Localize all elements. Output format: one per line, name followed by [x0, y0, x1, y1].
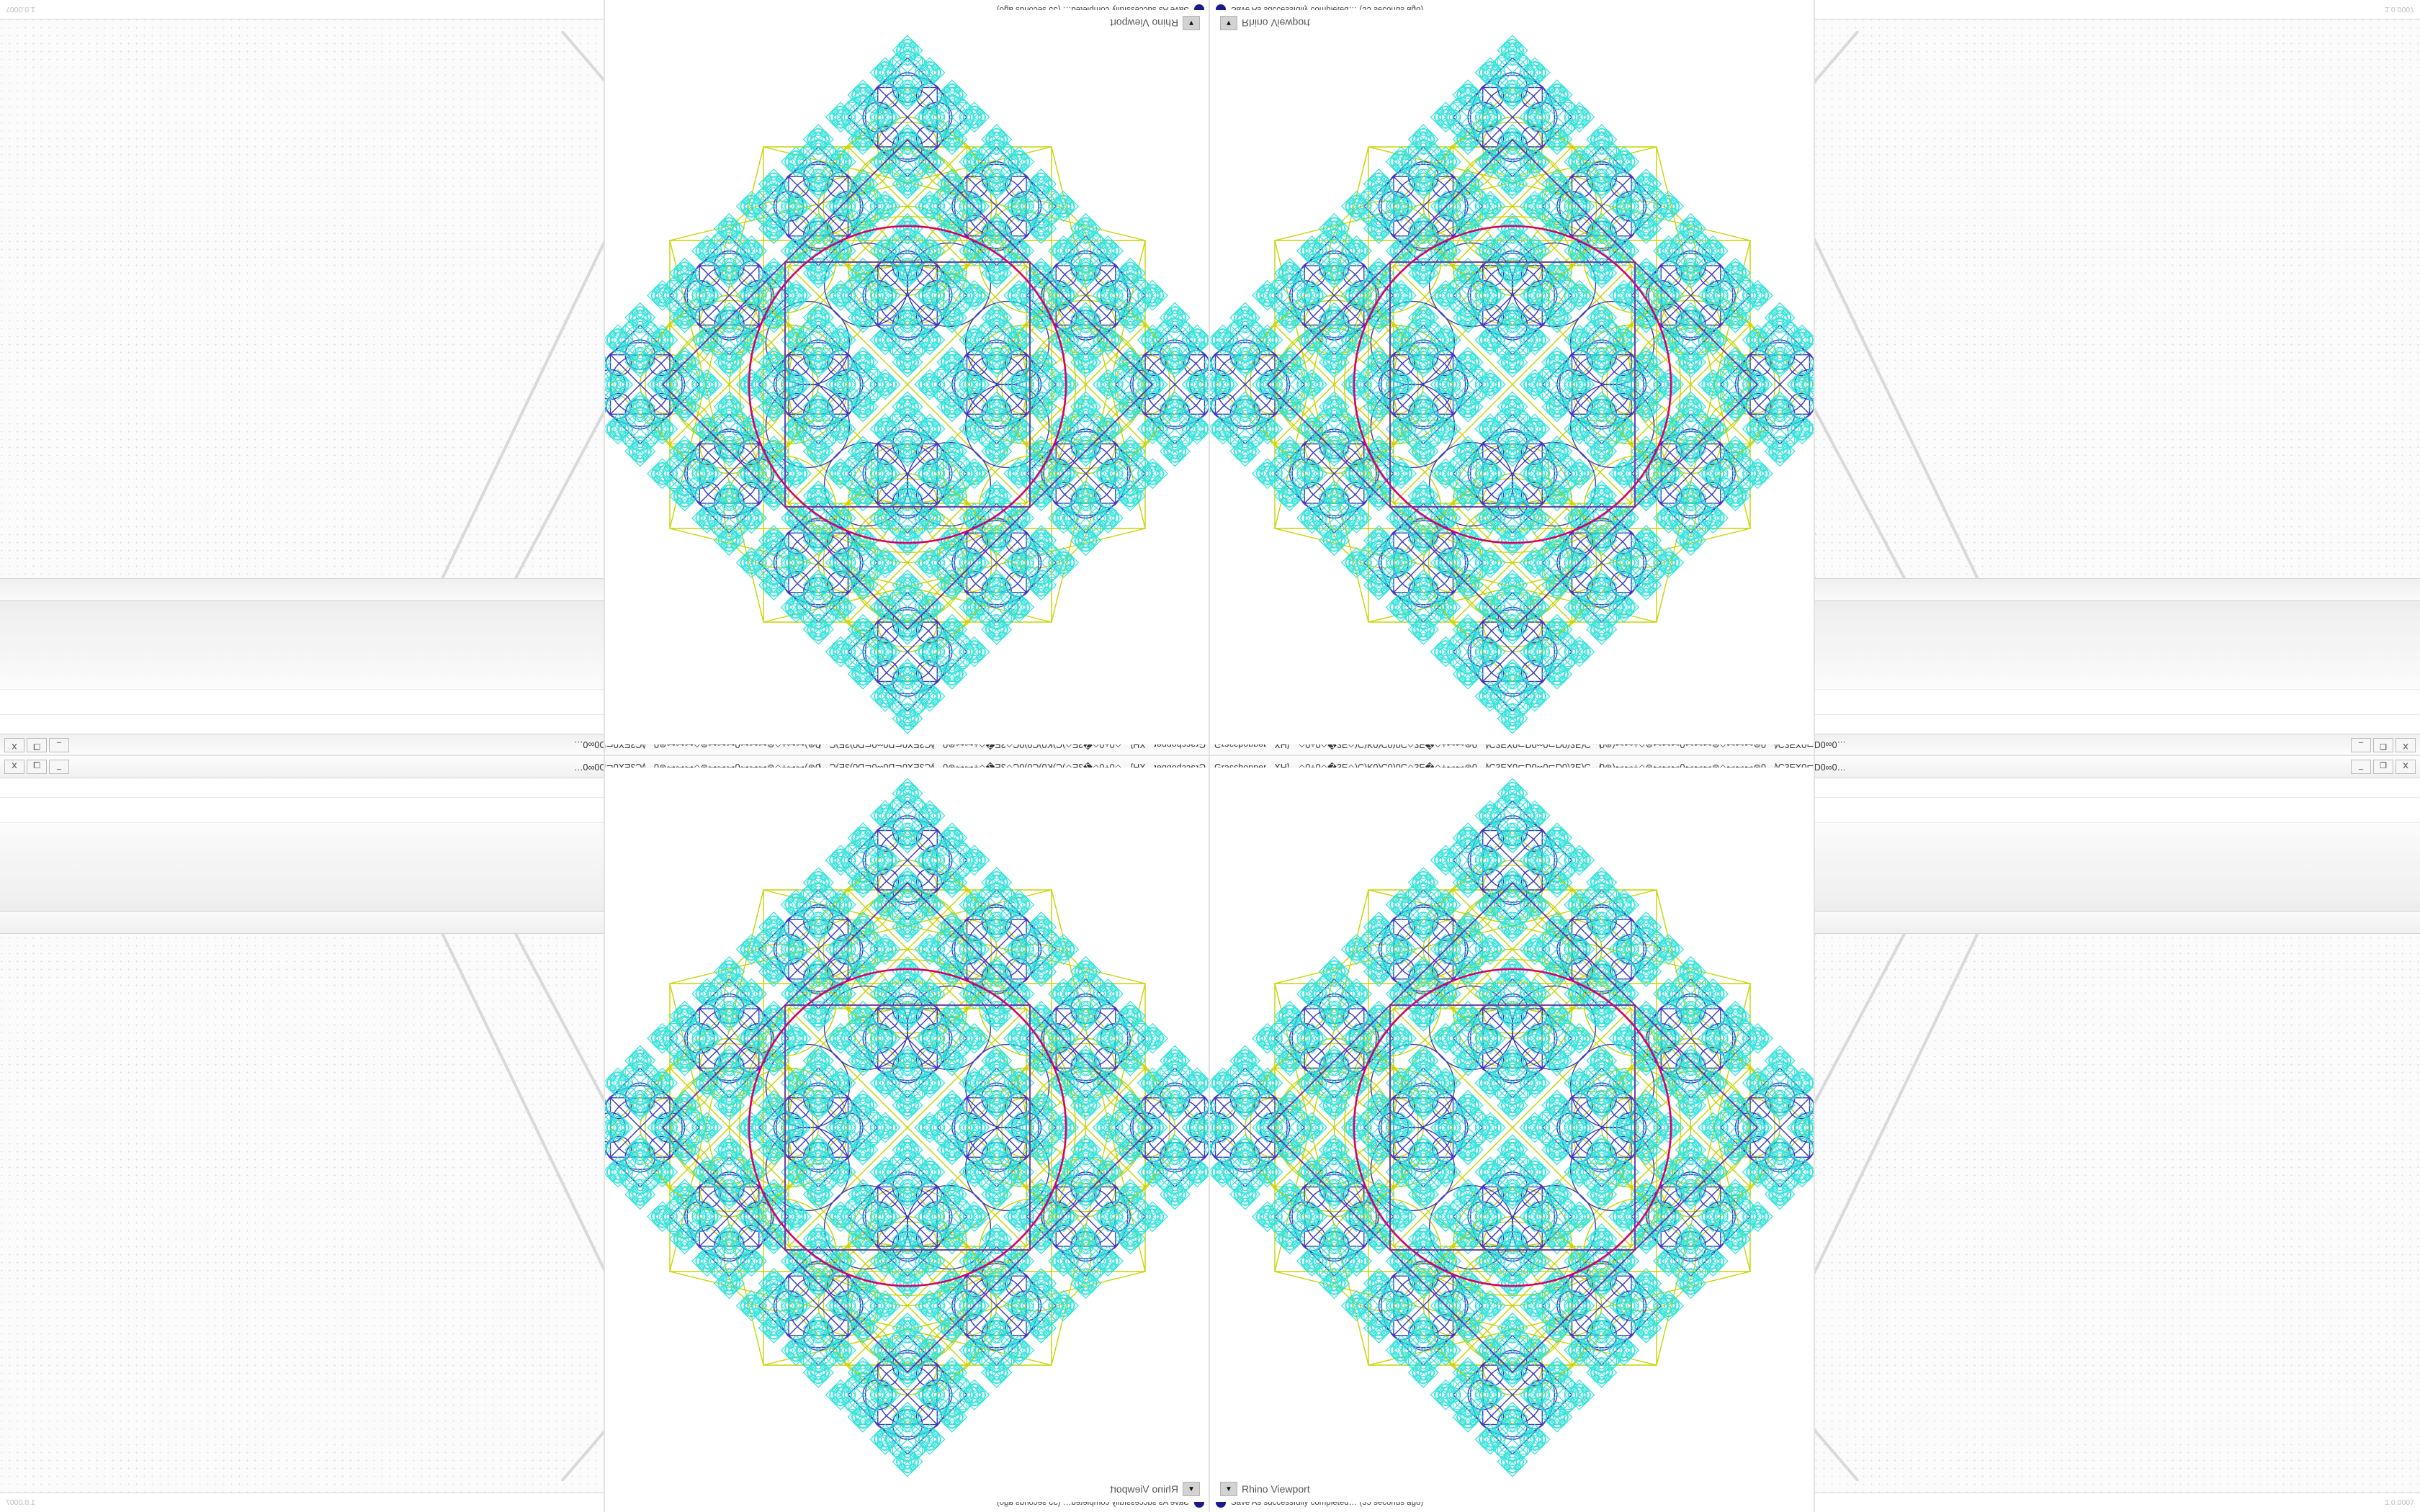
geometry-preview[interactable] [1210, 768, 1815, 1502]
geometry-layer [748, 225, 1067, 544]
geometry-layer [605, 35, 1210, 734]
close-button[interactable]: X [2396, 760, 2416, 774]
geometry-preview[interactable] [605, 768, 1210, 1502]
geometry-layer [661, 881, 1154, 1374]
minimize-button[interactable]: _ [2351, 760, 2371, 774]
geometry-layer [661, 138, 1154, 631]
viewport-label-row[interactable]: ▼ Rhino Viewport [1220, 1482, 1310, 1496]
geometry-layer [1353, 225, 1672, 544]
geometry-layer [1353, 968, 1672, 1287]
version-label: 1.0.0007 [6, 1498, 35, 1507]
pane-divider-horizontal[interactable] [0, 755, 2420, 756]
rhino-viewport-bottom-left[interactable]: ▼ Rhino Viewport [605, 768, 1210, 1502]
geometry-layer [1210, 35, 1815, 734]
viewport-label-row[interactable]: ▼ Rhino Viewport [1220, 16, 1310, 30]
viewport-name: Rhino Viewport [1110, 17, 1178, 29]
maximize-button[interactable]: ❐ [27, 738, 47, 752]
viewport-menu-arrow-icon[interactable]: ▼ [1220, 16, 1237, 30]
maximize-button[interactable]: ❐ [2373, 760, 2393, 774]
minimize-button[interactable]: _ [49, 738, 69, 752]
pane-divider-vertical[interactable] [1209, 0, 1210, 1512]
pane-divider-vertical[interactable] [604, 0, 605, 1512]
viewport-menu-arrow-icon[interactable]: ▼ [1220, 1482, 1237, 1496]
geometry-layer [748, 968, 1067, 1287]
close-button[interactable]: X [4, 760, 24, 774]
version-label: 1.0.0007 [2385, 5, 2414, 14]
viewport-menu-arrow-icon[interactable]: ▼ [1183, 1482, 1200, 1496]
geometry-layer [1266, 881, 1759, 1374]
geometry-layer [1266, 138, 1759, 631]
viewport-name: Rhino Viewport [1242, 1483, 1310, 1495]
viewport-name: Rhino Viewport [1242, 17, 1310, 29]
minimize-button[interactable]: _ [2351, 738, 2371, 752]
close-button[interactable]: X [4, 738, 24, 752]
viewport-label-row[interactable]: ▼ Rhino Viewport [1110, 16, 1200, 30]
version-label: 1.0.0007 [2385, 1498, 2414, 1507]
viewport-menu-arrow-icon[interactable]: ▼ [1183, 16, 1200, 30]
geometry-preview[interactable] [1210, 10, 1815, 744]
maximize-button[interactable]: ❐ [2373, 738, 2393, 752]
geometry-layer [605, 778, 1210, 1477]
rhino-viewport-top-left[interactable]: ▼ Rhino Viewport [605, 10, 1210, 744]
viewport-name: Rhino Viewport [1110, 1483, 1178, 1495]
minimize-button[interactable]: _ [49, 760, 69, 774]
pane-divider-vertical[interactable] [1814, 0, 1815, 1512]
close-button[interactable]: X [2396, 738, 2416, 752]
maximize-button[interactable]: ❐ [27, 760, 47, 774]
version-label: 1.0.0007 [6, 5, 35, 14]
viewport-label-row[interactable]: ▼ Rhino Viewport [1110, 1482, 1200, 1496]
rhino-viewport-bottom-right[interactable]: ▼ Rhino Viewport [1210, 768, 1815, 1502]
geometry-preview[interactable] [605, 10, 1210, 744]
rhino-viewport-top-right[interactable]: ▼ Rhino Viewport [1210, 10, 1815, 744]
